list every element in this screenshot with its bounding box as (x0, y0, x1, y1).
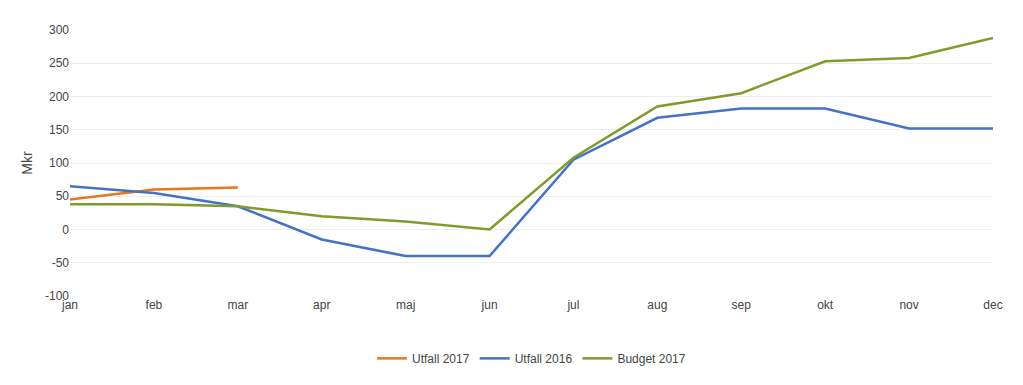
svg-text:0: 0 (62, 223, 69, 237)
svg-text:-100: -100 (45, 289, 69, 303)
svg-text:200: 200 (49, 90, 69, 104)
svg-text:nov: nov (899, 298, 918, 312)
svg-text:sep: sep (732, 298, 752, 312)
svg-text:maj: maj (396, 298, 415, 312)
svg-text:okt: okt (817, 298, 834, 312)
svg-text:150: 150 (49, 123, 69, 137)
svg-text:100: 100 (49, 156, 69, 170)
svg-text:Mkr: Mkr (19, 151, 35, 175)
svg-text:feb: feb (146, 298, 163, 312)
svg-text:Budget 2017: Budget 2017 (617, 352, 685, 366)
svg-text:250: 250 (49, 56, 69, 70)
svg-text:Utfall 2017: Utfall 2017 (412, 352, 470, 366)
svg-text:300: 300 (49, 23, 69, 37)
svg-text:jul: jul (566, 298, 579, 312)
svg-text:50: 50 (56, 189, 70, 203)
svg-text:Utfall 2016: Utfall 2016 (515, 352, 573, 366)
svg-text:aug: aug (647, 298, 667, 312)
svg-text:-50: -50 (52, 256, 70, 270)
svg-text:jun: jun (481, 298, 498, 312)
svg-text:jan: jan (61, 298, 78, 312)
svg-text:apr: apr (313, 298, 330, 312)
svg-text:mar: mar (227, 298, 248, 312)
svg-text:dec: dec (983, 298, 1002, 312)
